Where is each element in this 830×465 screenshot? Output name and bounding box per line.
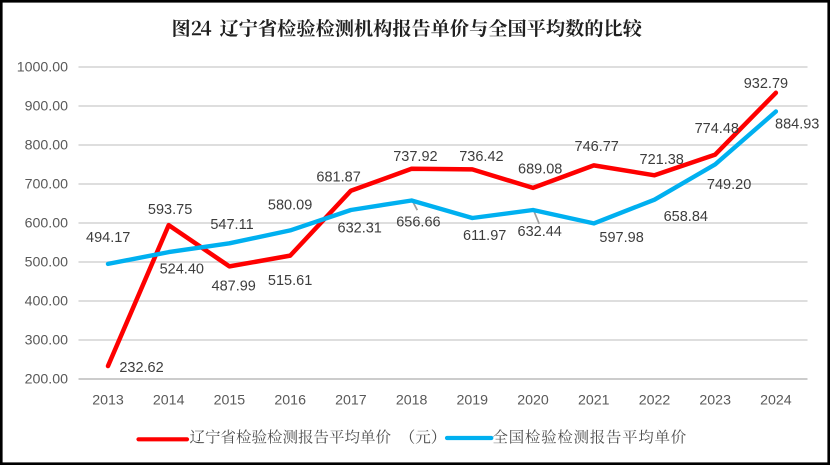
svg-text:2013: 2013 xyxy=(92,393,124,409)
svg-text:1000.00: 1000.00 xyxy=(17,60,68,76)
svg-text:700.00: 700.00 xyxy=(25,177,69,193)
svg-text:721.38: 721.38 xyxy=(640,152,684,168)
svg-text:580.09: 580.09 xyxy=(268,197,312,213)
svg-text:656.66: 656.66 xyxy=(396,214,440,230)
svg-text:547.11: 547.11 xyxy=(210,217,253,233)
svg-text:774.48: 774.48 xyxy=(695,121,739,137)
svg-text:500.00: 500.00 xyxy=(25,255,69,271)
svg-text:658.84: 658.84 xyxy=(664,209,708,225)
svg-text:884.93: 884.93 xyxy=(775,117,819,133)
svg-text:494.17: 494.17 xyxy=(86,230,130,246)
svg-text:736.42: 736.42 xyxy=(459,149,503,165)
svg-text:2024: 2024 xyxy=(760,393,792,409)
svg-text:593.75: 593.75 xyxy=(148,202,192,218)
svg-text:2016: 2016 xyxy=(274,393,306,409)
svg-text:600.00: 600.00 xyxy=(25,216,69,232)
svg-text:200.00: 200.00 xyxy=(25,372,69,388)
svg-text:2021: 2021 xyxy=(578,393,610,409)
svg-text:746.77: 746.77 xyxy=(575,139,619,155)
svg-text:2015: 2015 xyxy=(214,393,246,409)
svg-text:400.00: 400.00 xyxy=(25,294,69,310)
svg-text:2018: 2018 xyxy=(396,393,428,409)
svg-text:681.87: 681.87 xyxy=(316,169,360,185)
svg-text:2022: 2022 xyxy=(639,393,671,409)
svg-text:632.44: 632.44 xyxy=(518,224,562,240)
svg-text:632.31: 632.31 xyxy=(338,220,382,236)
svg-text:232.62: 232.62 xyxy=(119,360,163,376)
svg-text:2017: 2017 xyxy=(335,393,367,409)
svg-text:2014: 2014 xyxy=(153,393,185,409)
svg-text:749.20: 749.20 xyxy=(707,177,751,193)
svg-text:611.97: 611.97 xyxy=(463,228,506,244)
svg-text:597.98: 597.98 xyxy=(599,230,643,246)
svg-text:515.61: 515.61 xyxy=(268,273,312,289)
svg-text:524.40: 524.40 xyxy=(160,262,204,278)
svg-text:689.08: 689.08 xyxy=(518,161,562,177)
svg-text:800.00: 800.00 xyxy=(25,138,69,154)
svg-text:487.99: 487.99 xyxy=(212,279,256,295)
svg-text:300.00: 300.00 xyxy=(25,333,69,349)
svg-text:737.92: 737.92 xyxy=(393,149,437,165)
svg-text:2023: 2023 xyxy=(699,393,731,409)
svg-text:900.00: 900.00 xyxy=(25,99,69,115)
svg-text:2020: 2020 xyxy=(517,393,549,409)
svg-text:932.79: 932.79 xyxy=(744,76,788,92)
svg-text:2019: 2019 xyxy=(457,393,489,409)
